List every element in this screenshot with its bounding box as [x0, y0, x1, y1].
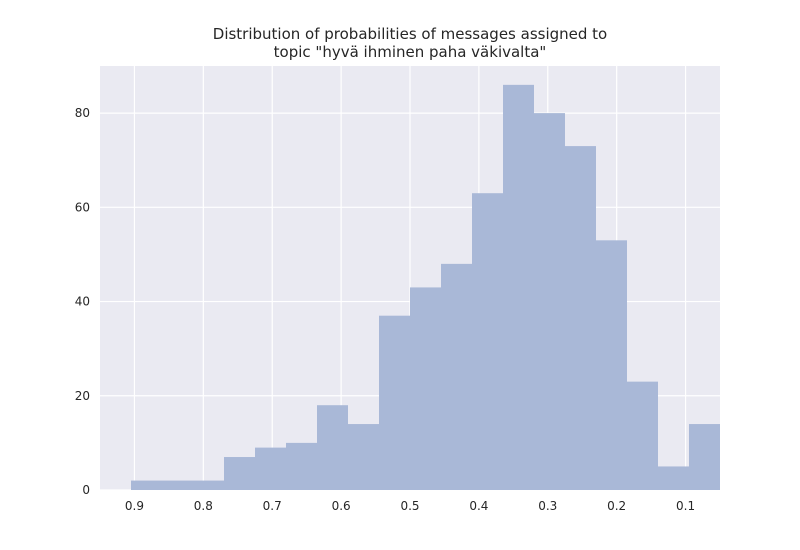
histogram-bar-5 [286, 442, 317, 490]
histogram-bar-18 [689, 424, 720, 490]
histogram-bar-3 [224, 457, 255, 490]
histogram-bars [131, 84, 720, 491]
x-tick-label: 0.9 [125, 499, 144, 513]
histogram-bar-15 [596, 240, 627, 490]
histogram-bar-6 [317, 405, 348, 490]
y-tick-label: 20 [75, 389, 90, 403]
y-axis-tick-labels: 0 20 40 60 80 [75, 106, 90, 497]
y-tick-label: 0 [82, 483, 90, 497]
y-tick-label: 60 [75, 200, 90, 214]
histogram-bar-17 [658, 466, 689, 490]
x-tick-label: 0.1 [676, 499, 695, 513]
x-tick-label: 0.3 [538, 499, 557, 513]
histogram-bar-7 [348, 424, 379, 490]
histogram-bar-4 [255, 447, 286, 490]
x-tick-label: 0.8 [194, 499, 213, 513]
histogram-bar-1 [162, 480, 193, 490]
histogram-bar-12 [503, 84, 534, 490]
histogram-bar-16 [627, 381, 658, 490]
histogram-bar-11 [472, 193, 503, 490]
x-axis-tick-labels: 0.9 0.8 0.7 0.6 0.5 0.4 0.3 0.2 0.1 [125, 499, 695, 513]
histogram-bar-2 [193, 480, 224, 490]
x-tick-label: 0.7 [263, 499, 282, 513]
histogram-bar-8 [379, 315, 410, 490]
y-tick-label: 40 [75, 295, 90, 309]
x-tick-label: 0.5 [400, 499, 419, 513]
histogram-bar-13 [534, 113, 565, 490]
x-tick-label: 0.2 [607, 499, 626, 513]
histogram-bar-9 [410, 287, 441, 490]
chart-title-line-1: Distribution of probabilities of message… [213, 25, 607, 43]
histogram-bar-0 [131, 480, 162, 490]
x-tick-label: 0.4 [469, 499, 488, 513]
histogram-bar-14 [565, 146, 596, 491]
chart-title-line-2: topic "hyvä ihminen paha väkivalta" [274, 43, 547, 61]
x-tick-label: 0.6 [332, 499, 351, 513]
histogram-bar-10 [441, 263, 472, 490]
y-tick-label: 80 [75, 106, 90, 120]
